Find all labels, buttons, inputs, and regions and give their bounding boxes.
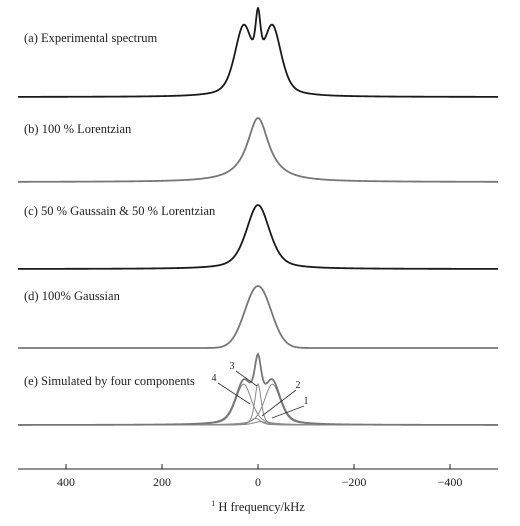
component-pointer-3: [235, 370, 258, 387]
x-tick-label-2: 0: [255, 475, 261, 489]
spectrum-line-1: [17, 7, 499, 98]
x-tick-label-3: −200: [342, 475, 367, 489]
component-pointer-2: [261, 389, 297, 417]
component-label-2: 2: [296, 380, 301, 391]
x-axis-title-text: H frequency/kHz: [218, 500, 305, 514]
x-tick-label-0: 400: [57, 475, 75, 489]
x-tick-label-1: 200: [153, 475, 171, 489]
panel-label-3: (c) 50 % Gaussain & 50 % Lorentzian: [24, 204, 216, 218]
component-label-3: 3: [230, 361, 235, 372]
x-axis-title-superscript: 1: [211, 499, 215, 508]
component-pointer-4: [217, 382, 251, 405]
panel-4: (d) 100% Gaussian: [18, 285, 498, 349]
x-axis: −400 −200 0 200 400 1 H frequency/kHz: [18, 464, 498, 514]
x-tick-label-4: −400: [438, 475, 463, 489]
panel-label-5: (e) Simulated by four components: [24, 374, 195, 388]
component-pointer-1: [271, 405, 305, 419]
component-label-4: 4: [212, 373, 217, 384]
sum-line: [18, 351, 498, 426]
panel-label-2: (b) 100 % Lorentzian: [24, 122, 132, 136]
panel-2: (b) 100 % Lorentzian: [18, 117, 498, 183]
panel-label-1: (a) Experimental spectrum: [24, 31, 158, 45]
spectrum-line-4: [18, 285, 498, 349]
panel-1: (a) Experimental spectrum: [17, 7, 499, 98]
panel-label-4: (d) 100% Gaussian: [24, 289, 121, 303]
x-axis-title: 1 H frequency/kHz: [211, 495, 305, 514]
spectrum-line-2: [18, 117, 498, 183]
spectrum-line-3: [18, 204, 498, 270]
panels-layer: (a) Experimental spectrum (b) 100 % Loren…: [17, 7, 499, 426]
panel-5: (e) Simulated by four components 12 3 4: [18, 351, 498, 426]
panel-3: (c) 50 % Gaussain & 50 % Lorentzian: [18, 204, 498, 270]
component-label-1: 1: [304, 396, 309, 407]
